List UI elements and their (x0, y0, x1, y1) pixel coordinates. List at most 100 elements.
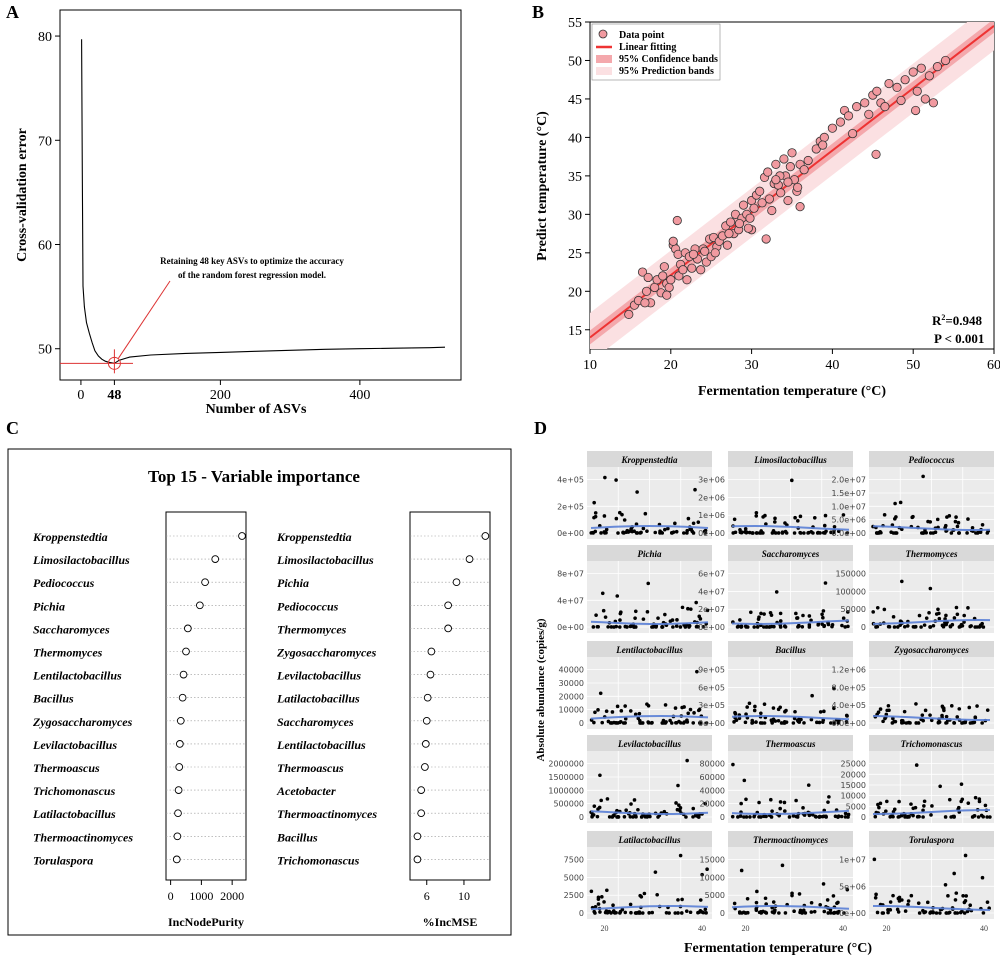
abundance-point (798, 908, 803, 913)
abundance-point (647, 911, 651, 915)
data-point (787, 148, 797, 158)
abundance-point (632, 798, 637, 802)
panel-a-annotation-line2: of the random forest regression model. (178, 270, 326, 280)
abundance-point (743, 527, 748, 531)
abundance-point (973, 715, 978, 720)
panel-a-marks (60, 39, 446, 374)
abundance-point (703, 801, 708, 806)
facet-lentilactobacillus: Lentilactobacillus 0 10000 20000 30000 40000 (559, 641, 712, 729)
importance-dot (195, 601, 204, 610)
abundance-point (591, 531, 595, 535)
abundance-point (840, 623, 844, 628)
y-tick-label: 1.0e+07 (831, 502, 866, 511)
abundance-point (761, 515, 765, 519)
abundance-point (891, 615, 896, 619)
abundance-point (900, 898, 904, 902)
facet-strip (587, 545, 712, 561)
abundance-point (919, 625, 923, 629)
abundance-point (776, 707, 781, 712)
data-point (658, 271, 668, 281)
abundance-point (693, 487, 697, 492)
abundance-point (700, 872, 704, 877)
abundance-point (782, 721, 787, 725)
abundance-point (900, 579, 904, 584)
abundance-point (988, 815, 992, 819)
abundance-point (634, 531, 639, 535)
panel-b-y-title: Predict temperature (°C) (535, 111, 550, 261)
importance-dot (413, 832, 422, 841)
panel-b: B 10 20 30 40 50 60 15 20 25 30 35 40 45 50 55 Data po… (532, 2, 1000, 399)
abundance-point (749, 610, 753, 615)
y-tick-label: 80000 (700, 760, 725, 769)
variable-label: Thermoascus (277, 761, 344, 775)
abundance-point (758, 721, 763, 725)
variable-label: Lentilactobacillus (32, 669, 122, 683)
abundance-point (783, 709, 787, 714)
abundance-point (826, 911, 831, 915)
y-tick-label: 20000 (559, 692, 584, 701)
abundance-point (660, 721, 665, 725)
abundance-point (778, 625, 783, 629)
abundance-point (783, 529, 788, 534)
data-point (643, 272, 653, 283)
y-tick-label: 50 (38, 343, 52, 358)
abundance-point (812, 909, 817, 914)
abundance-point (963, 720, 968, 725)
abundance-point (979, 813, 984, 818)
abundance-point (596, 708, 600, 712)
importance-dot (421, 763, 429, 771)
abundance-point (821, 882, 826, 886)
panel-d-facets: Kroppenstedtia 0e+00 2e+05 4e+05 Limosilacto… (548, 451, 994, 933)
abundance-point (981, 911, 986, 915)
abundance-point (962, 911, 967, 915)
abundance-point (634, 522, 639, 526)
abundance-point (951, 814, 955, 819)
abundance-point (773, 516, 777, 521)
data-point (738, 200, 749, 210)
abundance-point (764, 625, 768, 629)
abundance-point (663, 527, 667, 532)
abundance-point (794, 611, 798, 616)
abundance-point (592, 515, 596, 520)
abundance-point (615, 704, 620, 709)
abundance-point (646, 703, 651, 708)
abundance-point (591, 625, 596, 629)
abundance-point (976, 815, 981, 819)
data-point (688, 249, 699, 259)
abundance-point (954, 891, 959, 895)
data-point (835, 117, 846, 127)
y-tick-label: 0e+00 (698, 529, 725, 538)
abundance-point (831, 894, 836, 898)
abundance-point (802, 721, 806, 725)
abundance-point (964, 894, 969, 898)
abundance-point (762, 612, 766, 616)
abundance-point (696, 625, 700, 629)
data-point (761, 234, 771, 244)
abundance-point (705, 608, 710, 613)
y-tick-label: 10000 (700, 873, 725, 882)
abundance-point (843, 811, 848, 816)
data-point (803, 155, 813, 166)
abundance-point (676, 911, 680, 915)
facet-bacillus: Bacillus 0e+00 3e+05 6e+05 9e+05 (698, 641, 853, 729)
abundance-point (678, 806, 683, 810)
abundance-point (684, 815, 688, 819)
abundance-point (771, 706, 776, 710)
abundance-point (696, 520, 701, 524)
abundance-point (911, 514, 915, 519)
data-point (928, 98, 939, 108)
abundance-point (830, 622, 835, 627)
importance-dot (465, 555, 474, 563)
abundance-point (887, 708, 891, 713)
panel-c-incmse: Kroppenstedtia Limosilactobacillus Pichia P… (276, 511, 491, 903)
abundance-point (783, 911, 788, 915)
abundance-point (663, 721, 668, 725)
facet-strip (869, 545, 994, 561)
abundance-point (607, 815, 612, 819)
abundance-point (839, 814, 844, 819)
abundance-point (953, 898, 958, 902)
abundance-point (604, 527, 609, 532)
abundance-point (757, 800, 761, 805)
abundance-point (620, 512, 624, 517)
abundance-point (877, 531, 881, 535)
